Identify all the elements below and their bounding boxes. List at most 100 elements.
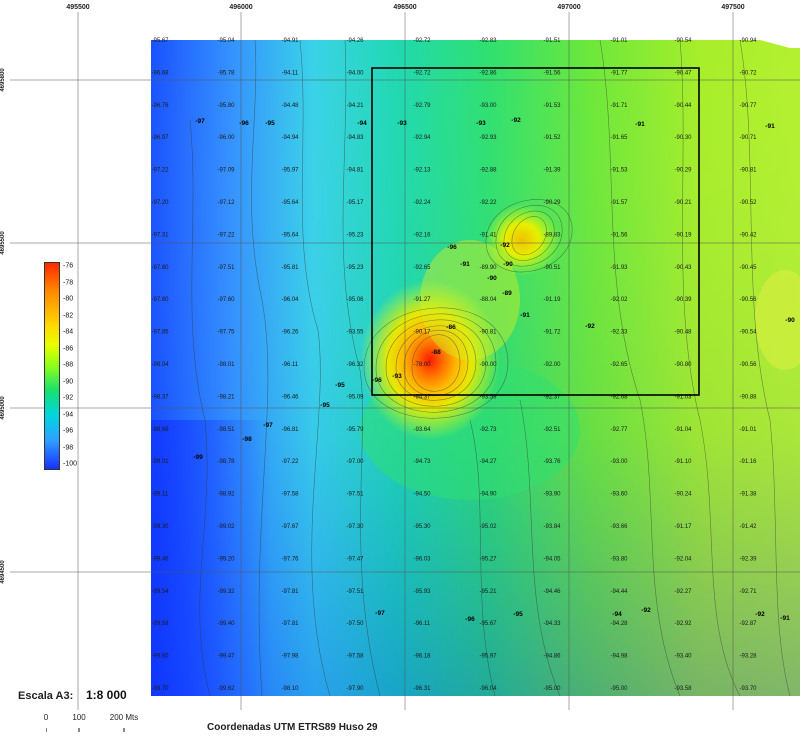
depth-sounding: -91.56 bbox=[610, 232, 628, 238]
depth-sounding: -95.23 bbox=[346, 265, 364, 271]
contour-line bbox=[395, 325, 477, 401]
depth-soundings: -95.67 -95.04 -94.91 -94.26 -92.72 -92.83 -91.… bbox=[151, 38, 757, 692]
depth-sounding: -98.69 bbox=[151, 427, 169, 433]
depth-sounding: -93.84 bbox=[543, 524, 561, 530]
depth-sounding: -96.11 bbox=[282, 362, 299, 368]
depth-sounding: -90.24 bbox=[674, 492, 692, 498]
depth-sounding: -91.16 bbox=[739, 459, 757, 465]
study-area-frame[interactable] bbox=[371, 67, 700, 396]
contour-line bbox=[251, 40, 269, 696]
y-tick-label: 4695000 bbox=[0, 396, 6, 420]
depth-sounding: -94.91 bbox=[281, 38, 299, 44]
depth-sounding: -92.22 bbox=[479, 200, 497, 206]
contour-value-label: -95 bbox=[265, 120, 275, 127]
contour-value-label: -95 bbox=[335, 382, 345, 389]
depth-sounding: -93.90 bbox=[543, 492, 561, 498]
contour-value-label: -91 bbox=[635, 121, 645, 128]
depth-sounding: -99.60 bbox=[151, 654, 169, 660]
contour-value-label: -96 bbox=[239, 120, 249, 127]
depth-sounding: -99.01 bbox=[151, 459, 169, 465]
depth-sounding: -98.01 bbox=[217, 362, 235, 368]
contour-value-label: -95 bbox=[320, 402, 330, 409]
depth-sounding: -93.76 bbox=[543, 459, 561, 465]
depth-sounding: -92.37 bbox=[543, 394, 561, 400]
contour-value-label: -91 bbox=[460, 261, 470, 268]
depth-sounding: -99.20 bbox=[217, 556, 235, 562]
depth-sounding: -94.81 bbox=[346, 168, 364, 174]
scale-tick-100: 100 bbox=[72, 713, 86, 722]
depth-sounding: -97.09 bbox=[217, 168, 235, 174]
depth-sounding: -96.81 bbox=[281, 427, 299, 433]
depth-sounding: -94.98 bbox=[610, 654, 628, 660]
depth-sounding: -99.59 bbox=[151, 621, 169, 627]
depth-sounding: -95.64 bbox=[281, 200, 299, 206]
x-tick-label: 496000 bbox=[229, 4, 253, 11]
contour-line bbox=[599, 40, 681, 696]
depth-sounding: -90.48 bbox=[674, 330, 692, 336]
depth-sounding: -95.78 bbox=[217, 70, 235, 76]
contour-line bbox=[503, 210, 555, 261]
contour-value-label: -86 bbox=[446, 324, 456, 331]
depth-sounding: -92.27 bbox=[674, 589, 692, 595]
legend-value-label: -100 bbox=[63, 460, 78, 468]
depth-sounding: -91.72 bbox=[543, 330, 561, 336]
depth-sounding: -94.86 bbox=[543, 654, 561, 660]
depth-sounding: -95.79 bbox=[346, 427, 364, 433]
depth-sounding: -92.72 bbox=[413, 70, 431, 76]
depth-sounding: -92.94 bbox=[413, 135, 431, 141]
depth-sounding: -98.37 bbox=[151, 394, 169, 400]
legend-value-label: -90 bbox=[63, 378, 74, 385]
depth-sounding: -97.51 bbox=[346, 492, 364, 498]
depth-sounding: -90.29 bbox=[674, 168, 692, 174]
depth-sounding: -97.47 bbox=[346, 556, 364, 562]
depth-sounding: -92.88 bbox=[479, 168, 497, 174]
legend-value-label: -92 bbox=[63, 394, 74, 402]
depth-sounding: -90.94 bbox=[739, 38, 757, 44]
depth-sounding: -97.58 bbox=[346, 654, 364, 660]
depth-sounding: -94.46 bbox=[543, 589, 561, 595]
depth-sounding: -95.67 bbox=[479, 621, 497, 627]
depth-sounding: -90.81 bbox=[479, 330, 497, 336]
depth-sounding: -96.46 bbox=[281, 394, 299, 400]
depth-sounding: -90.54 bbox=[674, 38, 692, 44]
contour-value-label: -96 bbox=[372, 377, 382, 384]
depth-sounding: -90.21 bbox=[674, 200, 692, 206]
depth-sounding: -94.44 bbox=[610, 589, 628, 595]
legend-value-label: -96 bbox=[63, 427, 74, 435]
depth-sounding: -89.90 bbox=[479, 265, 497, 271]
legend-value-label: -86 bbox=[63, 345, 74, 352]
depth-sounding: -97.60 bbox=[217, 297, 235, 303]
depth-sounding: -90.39 bbox=[674, 297, 692, 303]
depth-sounding: -97.80 bbox=[151, 265, 169, 271]
depth-sounding: -97.98 bbox=[281, 654, 299, 660]
depth-sounding: -92.51 bbox=[543, 427, 561, 433]
legend-value-label: -98 bbox=[63, 444, 74, 451]
contour-value-label: -92 bbox=[500, 242, 510, 249]
depth-sounding: -91.03 bbox=[674, 394, 692, 400]
depth-sounding: -90.71 bbox=[739, 135, 757, 141]
depth-sounding: -99.40 bbox=[217, 621, 235, 627]
legend-value-label: -94 bbox=[63, 411, 74, 418]
depth-sounding: -95.97 bbox=[281, 168, 299, 174]
depth-sounding: -90.44 bbox=[674, 103, 692, 109]
x-tick-label: 497000 bbox=[557, 4, 581, 11]
depth-sounding: -91.71 bbox=[610, 103, 628, 109]
depth-sounding: -94.37 bbox=[413, 394, 431, 400]
depth-sounding: -94.26 bbox=[346, 38, 364, 44]
depth-sounding: -90.19 bbox=[674, 232, 692, 238]
depth-sounding: -96.26 bbox=[281, 330, 299, 336]
depth-sounding: -99.70 bbox=[151, 686, 169, 692]
depth-sounding: -91.42 bbox=[739, 524, 757, 530]
depth-sounding: -95.09 bbox=[346, 394, 364, 400]
depth-sounding: -97.00 bbox=[346, 459, 364, 465]
depth-sounding: -98.51 bbox=[217, 427, 235, 433]
depth-sounding: -97.90 bbox=[346, 686, 364, 692]
depth-sounding: -95.17 bbox=[346, 200, 364, 206]
depth-sounding: -97.75 bbox=[217, 330, 235, 336]
contour-value-label: -91 bbox=[780, 615, 790, 622]
depth-sounding: -92.93 bbox=[479, 135, 497, 141]
depth-sounding: -96.97 bbox=[151, 135, 169, 141]
depth-sounding: -96.03 bbox=[413, 556, 431, 562]
depth-sounding: -98.04 bbox=[151, 362, 169, 368]
